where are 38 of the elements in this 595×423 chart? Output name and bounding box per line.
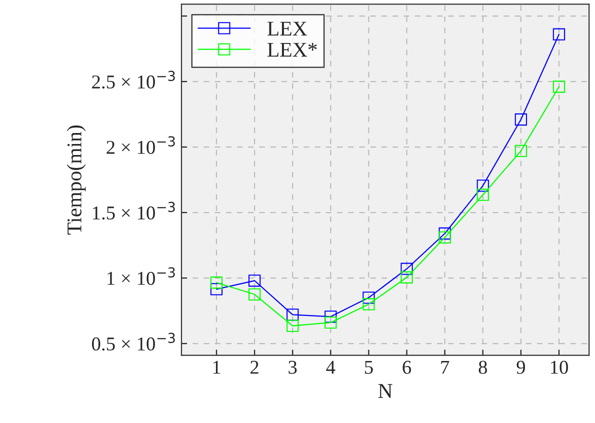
x-tick-label: 2 bbox=[250, 360, 258, 374]
y-tick-label: 2 × 10$^{−3}$ bbox=[106, 136, 175, 154]
y-tick-label: 2.5 × 10$^{−3}$ bbox=[92, 70, 175, 89]
point bbox=[552, 28, 566, 40]
x-tick-label: 8 bbox=[478, 360, 487, 374]
x-tick-label: 1 bbox=[213, 360, 220, 374]
point bbox=[552, 80, 566, 93]
x-tick-label: 6 bbox=[402, 360, 412, 374]
y-tick-label: 1.5 × 10$^{−3}$ bbox=[92, 202, 175, 220]
x-tick-label: 9 bbox=[516, 360, 525, 374]
point bbox=[210, 276, 223, 289]
point bbox=[438, 231, 451, 244]
point bbox=[286, 320, 299, 332]
point bbox=[400, 271, 413, 284]
point bbox=[362, 292, 375, 304]
x-tick-label: 4 bbox=[326, 360, 336, 374]
point bbox=[514, 144, 528, 158]
point bbox=[476, 180, 489, 192]
x-tick-label: 10 bbox=[550, 360, 568, 374]
point bbox=[514, 113, 528, 126]
x-tick-label: 7 bbox=[441, 360, 450, 374]
point bbox=[286, 308, 299, 321]
y-tick-label: 0.5 × 10$^{−3}$ bbox=[92, 332, 175, 351]
point bbox=[210, 283, 223, 296]
x-tick-label: 5 bbox=[364, 360, 373, 374]
legend-label: LEX* bbox=[267, 42, 317, 57]
y-tick-label: 1 × 10$^{−3}$ bbox=[108, 267, 175, 285]
point bbox=[324, 316, 337, 329]
x-tick-label: 3 bbox=[288, 360, 297, 374]
point bbox=[248, 274, 261, 287]
y-axis-title: Tiempo(min) bbox=[66, 126, 86, 235]
point bbox=[248, 288, 261, 300]
point bbox=[400, 262, 413, 275]
point bbox=[362, 298, 375, 310]
point bbox=[476, 188, 489, 201]
legend-label: LEX bbox=[267, 22, 308, 36]
point bbox=[324, 310, 337, 323]
x-axis-title: N bbox=[378, 384, 392, 398]
